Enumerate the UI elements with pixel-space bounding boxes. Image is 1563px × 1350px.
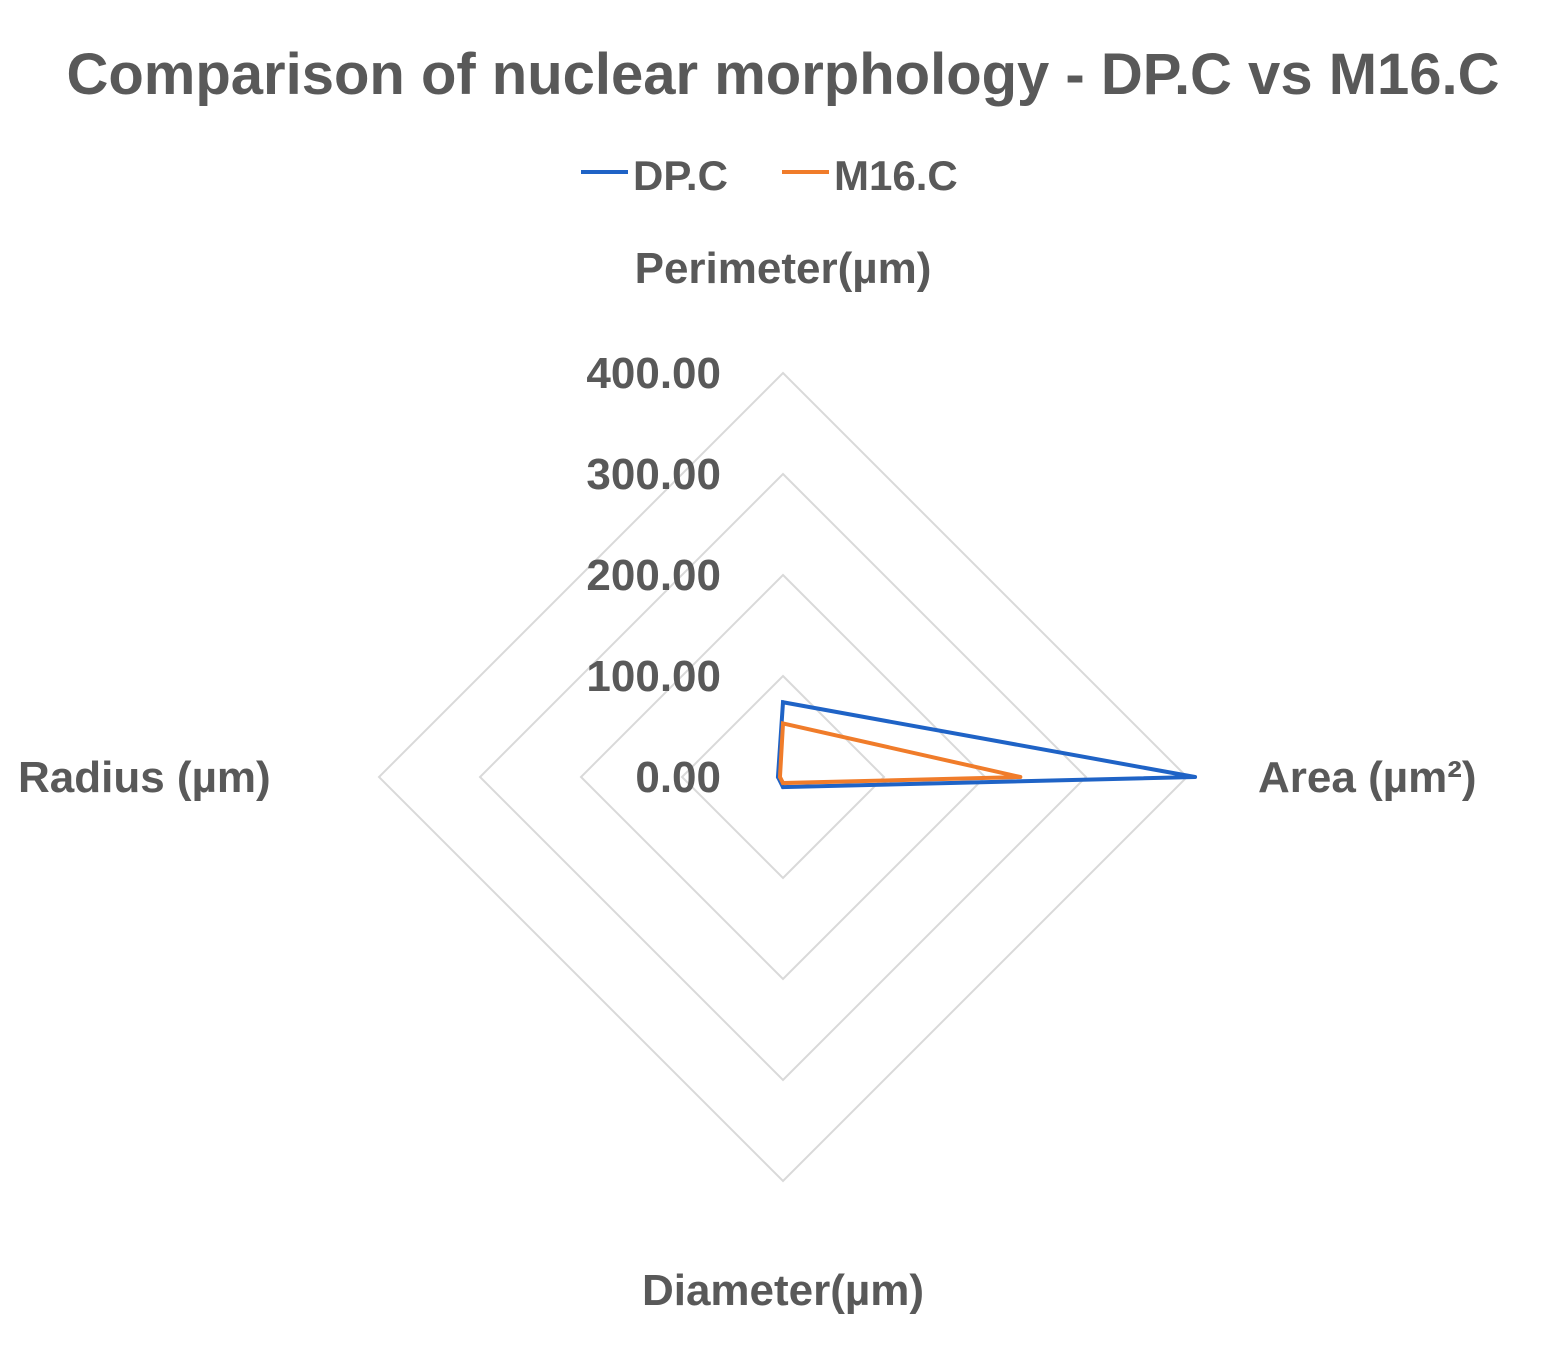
grid-ring-200 — [579, 573, 987, 981]
series-line-dp-c — [775, 699, 1196, 790]
grid-ring-300 — [478, 472, 1088, 1082]
tick-label-0: 0.00 — [635, 753, 721, 802]
data-point-m16-c-3 — [777, 775, 782, 779]
data-point-dp-c-2 — [781, 785, 785, 790]
radar-series — [775, 699, 1198, 790]
radial-tick-labels: 0.00 100.00 200.00 300.00 400.00 — [586, 349, 721, 802]
chart-title: Comparison of nuclear morphology - DP.C … — [66, 42, 1499, 107]
data-point-m16-c-0 — [781, 721, 785, 726]
axis-label-diameter: Diameter(µm) — [642, 1266, 924, 1315]
legend-label-m16-c: M16.C — [834, 152, 958, 199]
tick-label-1: 100.00 — [586, 652, 721, 701]
data-point-m16-c-1 — [1018, 775, 1023, 779]
data-point-m16-c-2 — [781, 781, 785, 786]
data-point-dp-c-0 — [781, 700, 785, 705]
legend: DP.C M16.C — [581, 152, 958, 199]
axis-label-perimeter: Perimeter(µm) — [635, 244, 932, 293]
radar-grid — [377, 371, 1189, 1183]
axis-label-area: Area (µm²) — [1258, 753, 1477, 802]
data-point-dp-c-1 — [1193, 775, 1198, 779]
tick-label-4: 400.00 — [586, 349, 721, 398]
grid-ring-100 — [680, 674, 886, 880]
tick-label-3: 300.00 — [586, 450, 721, 499]
legend-label-dp-c: DP.C — [633, 152, 728, 199]
axis-label-radius: Radius (µm) — [18, 753, 271, 802]
series-line-m16-c — [777, 720, 1021, 786]
tick-label-2: 200.00 — [586, 551, 721, 600]
grid-ring-400 — [377, 371, 1189, 1183]
